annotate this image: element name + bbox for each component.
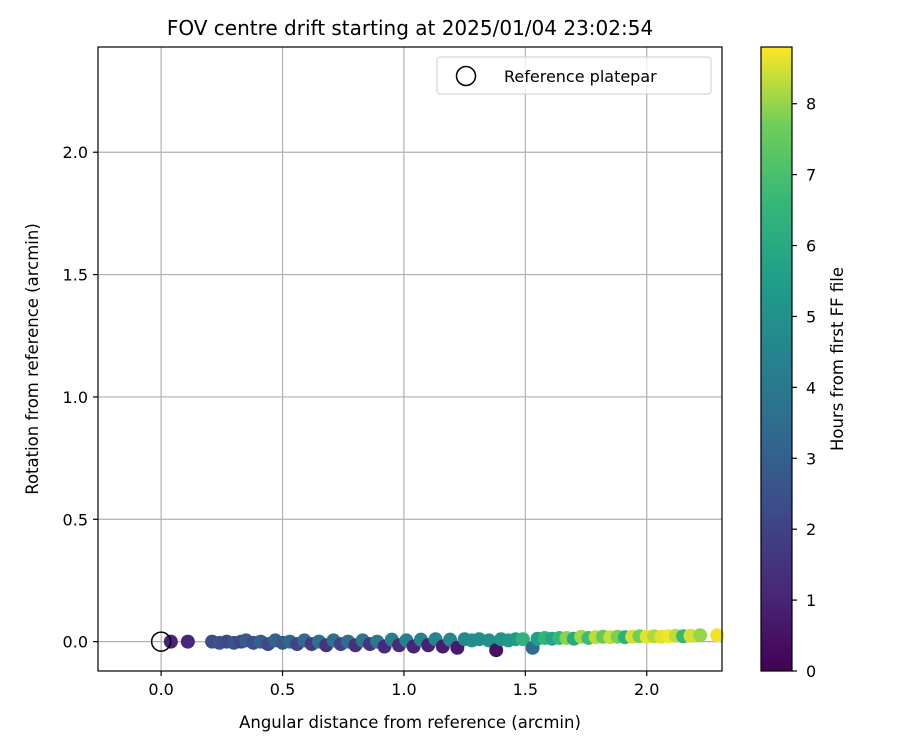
colorbar-label: Hours from first FF file <box>828 267 847 451</box>
grid-lines <box>98 47 722 671</box>
colorbar-tick-label-8: 8 <box>806 95 816 114</box>
legend-marker <box>455 65 477 87</box>
colorbar-tick-label-3: 3 <box>806 449 816 468</box>
y-tick-label-1: 0.5 <box>63 510 88 529</box>
y-tick-label-4: 2.0 <box>63 143 88 162</box>
data-point-70 <box>710 628 725 643</box>
colorbar-tick-label-4: 4 <box>806 378 816 397</box>
chart-title: FOV centre drift starting at 2025/01/04 … <box>167 16 653 40</box>
colorbar-tick-label-5: 5 <box>806 307 816 326</box>
colorbar-tick-label-7: 7 <box>806 166 816 185</box>
legend-label: Reference platepar <box>504 67 657 86</box>
x-axis-ticks: 0.0 0.5 1.0 1.5 2.0 <box>148 671 659 699</box>
y-tick-label-3: 1.5 <box>63 266 88 285</box>
data-point-45 <box>515 632 530 647</box>
data-point-41 <box>489 643 504 658</box>
colorbar-tick-label-1: 1 <box>806 591 816 610</box>
x-tick-label-2: 1.0 <box>391 680 416 699</box>
y-axis-label: Rotation from reference (arcmin) <box>23 223 42 495</box>
data-point-69 <box>693 628 708 643</box>
plot-frame <box>97 46 723 672</box>
colorbar-tick-label-0: 0 <box>806 662 816 681</box>
y-axis-ticks: 0.0 0.5 1.0 1.5 2.0 <box>63 143 98 652</box>
colorbar-tick-label-2: 2 <box>806 520 816 539</box>
x-axis-label: Angular distance from reference (arcmin) <box>239 713 581 732</box>
data-point-1 <box>180 634 195 649</box>
y-tick-label-2: 1.0 <box>63 388 88 407</box>
x-tick-label-1: 0.5 <box>270 680 295 699</box>
colorbar-ticks: 0 1 2 3 4 5 6 7 8 <box>792 95 816 681</box>
x-tick-label-0: 0.0 <box>148 680 173 699</box>
legend: Reference platepar <box>436 56 712 95</box>
x-tick-label-3: 1.5 <box>513 680 538 699</box>
y-tick-label-0: 0.0 <box>63 633 88 652</box>
x-tick-label-4: 2.0 <box>634 680 659 699</box>
data-points <box>163 628 725 658</box>
legend-box <box>436 56 712 95</box>
reference-platepar-marker <box>150 631 172 652</box>
colorbar <box>760 46 793 672</box>
data-point-40 <box>481 633 496 648</box>
colorbar-tick-label-6: 6 <box>806 237 816 256</box>
